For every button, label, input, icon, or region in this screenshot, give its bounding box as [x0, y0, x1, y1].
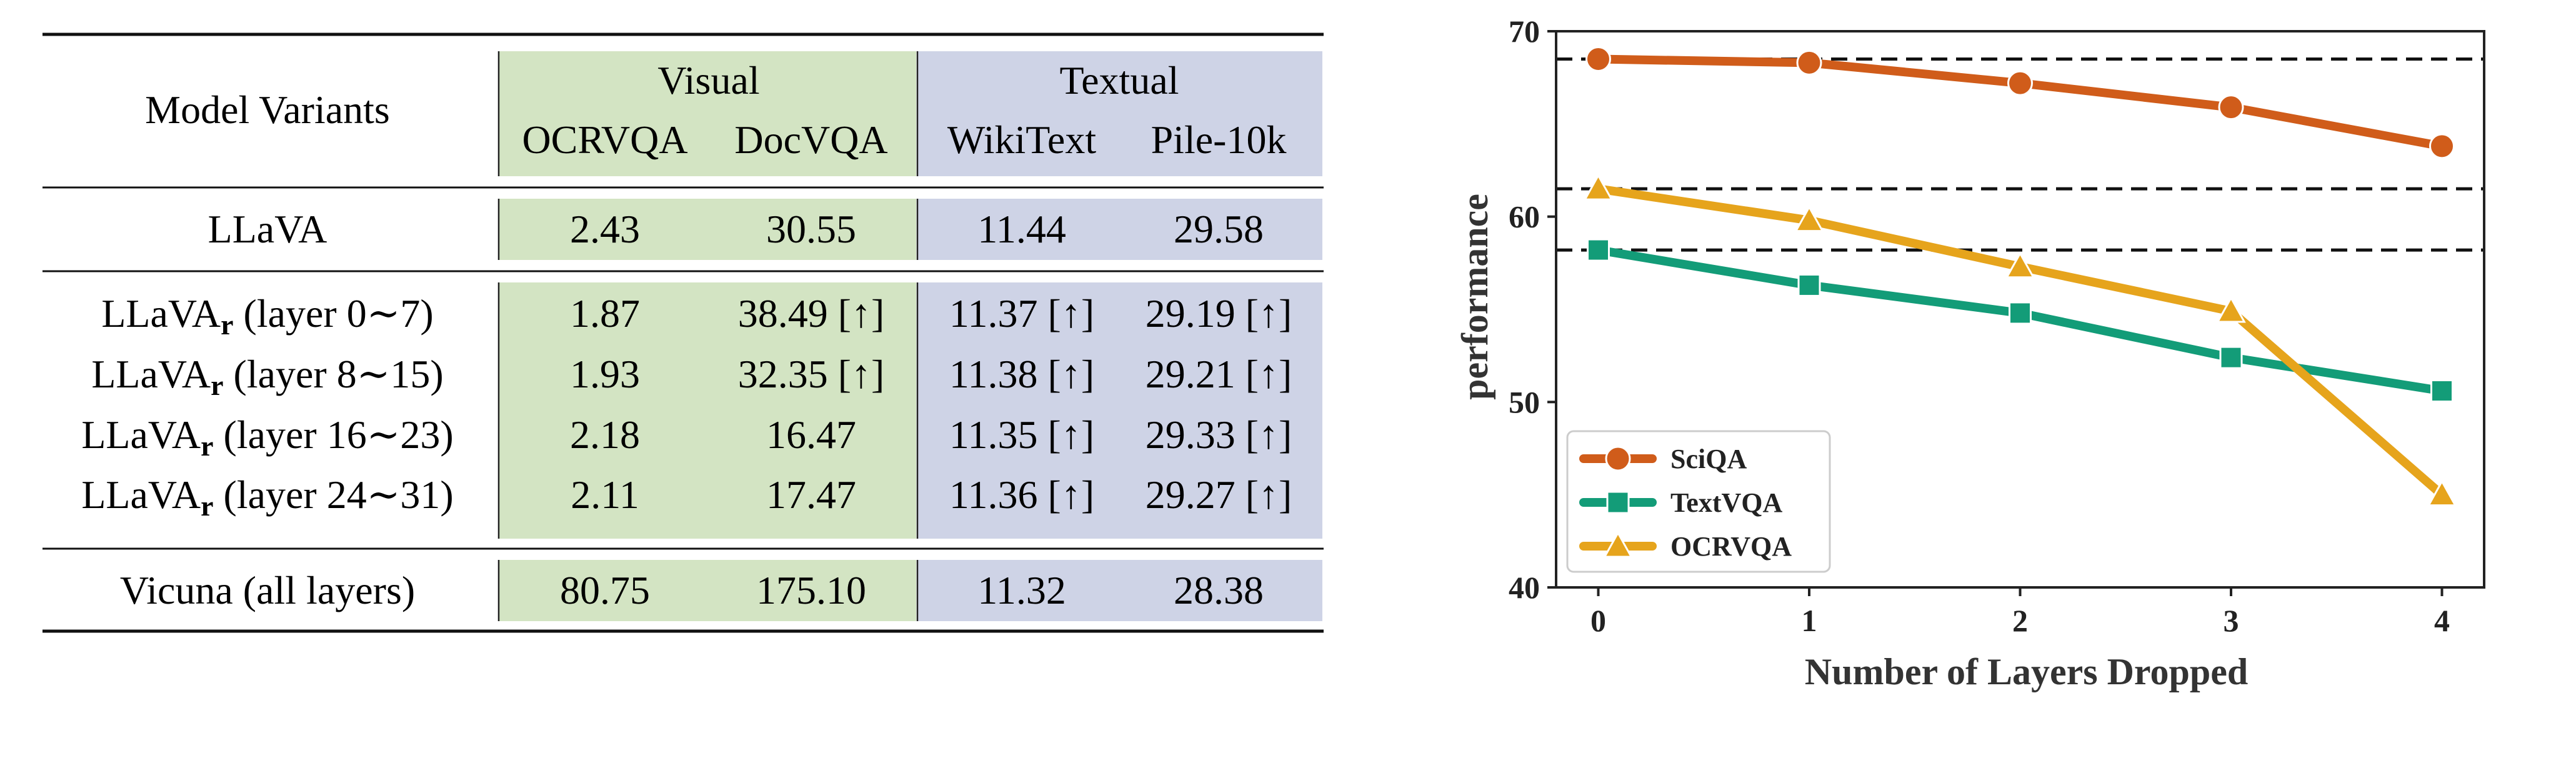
table-cell: 29.33 [↑]: [1146, 412, 1292, 457]
table-cell: 11.35 [↑]: [949, 412, 1094, 457]
row-label-name: LLaVA: [81, 412, 201, 457]
table-cell: 175.10: [756, 568, 866, 612]
data-point-textvqa: [2430, 379, 2454, 403]
row-label-subscript: r: [201, 490, 213, 522]
data-point-textvqa: [2009, 301, 2032, 325]
y-tick-label: 70: [1509, 14, 1540, 49]
textual-shade-block: [917, 282, 1322, 539]
header-column-pile-10k: Pile-10k: [1151, 117, 1287, 162]
visual-shade-block: [499, 199, 916, 260]
x-tick-label: 3: [2224, 603, 2239, 638]
row-label-suffix: (layer 24∼31): [214, 472, 454, 517]
table-cell: 28.38: [1174, 568, 1264, 612]
data-point-textvqa: [1797, 273, 1821, 297]
row-label-name: LLaVA: [91, 352, 211, 396]
row-label-name: Vicuna (all layers): [120, 568, 415, 612]
y-axis-label: performance: [1454, 194, 1495, 400]
header-column-ocrvqa: OCRVQA: [522, 117, 687, 162]
data-point-ocrvqa: [2216, 296, 2246, 323]
results-table-graphic: Model Variants Visual Textual OCRVQA DocVQA W…: [42, 32, 1324, 633]
y-tick-label: 40: [1509, 570, 1540, 605]
table-cell: 2.11: [571, 472, 639, 517]
table-cell: 11.36 [↑]: [949, 472, 1094, 517]
table-cell: 17.47: [766, 472, 856, 517]
textual-shade-block: [917, 51, 1322, 176]
visual-shade-block: [499, 51, 916, 176]
data-point-ocrvqa: [2427, 479, 2457, 507]
table-cell: 11.37 [↑]: [949, 291, 1094, 336]
table-cell: 29.27 [↑]: [1146, 472, 1292, 517]
data-point-sciqa: [2429, 133, 2455, 159]
table-cell: 11.32: [977, 568, 1066, 612]
x-axis-label: Number of Layers Dropped: [1805, 651, 2248, 692]
table-cell: 30.55: [766, 207, 856, 251]
legend-label-textvqa: TextVQA: [1670, 487, 1782, 518]
x-tick-label: 0: [1590, 603, 1606, 638]
x-tick-label: 4: [2434, 603, 2450, 638]
visual-shade-block: [499, 282, 916, 539]
legend-label-sciqa: SciQA: [1670, 444, 1747, 474]
table-cell: 11.38 [↑]: [949, 352, 1094, 396]
data-point-sciqa: [2007, 70, 2033, 96]
row-label: LLaVAr (layer 24∼31): [81, 472, 453, 522]
table-cell: 1.87: [570, 291, 640, 336]
table-cell: 29.19 [↑]: [1146, 291, 1292, 336]
x-tick-label: 2: [2012, 603, 2028, 638]
row-label-name: LLaVA: [208, 207, 327, 251]
legend-marker: [1605, 446, 1631, 472]
table-cell: 11.44: [977, 207, 1066, 251]
y-tick-label: 60: [1509, 199, 1540, 234]
row-label: LLaVAr (layer 0∼7): [101, 291, 433, 341]
row-label-suffix: (layer 16∼23): [214, 412, 454, 457]
data-point-ocrvqa: [1794, 205, 1824, 232]
table-cell: 29.58: [1174, 207, 1264, 251]
table-cell: 2.43: [570, 207, 640, 251]
performance-line-chart: 40 50 60 70 0 1 2 3 4 Number of Layers Dropped per…: [1454, 14, 2485, 692]
visual-shade-block: [499, 560, 916, 621]
header-group-visual: Visual: [657, 58, 759, 102]
x-tick-label: 1: [1802, 603, 1817, 638]
data-point-sciqa: [1796, 49, 1822, 76]
table-cell: 16.47: [766, 412, 856, 457]
row-label: LLaVAr (layer 16∼23): [81, 412, 453, 462]
legend-label-ocrvqa: OCRVQA: [1670, 531, 1792, 562]
header-group-textual: Textual: [1060, 58, 1179, 102]
data-point-sciqa: [2218, 94, 2244, 121]
row-label-subscript: r: [211, 369, 223, 401]
row-label: Vicuna (all layers): [120, 568, 415, 612]
header-model-variants: Model Variants: [145, 87, 390, 132]
row-label-name: LLaVA: [81, 472, 201, 517]
header-column-wikitext: WikiText: [947, 117, 1096, 162]
row-label-suffix: (layer 8∼15): [224, 352, 444, 396]
table-cell: 29.21 [↑]: [1146, 352, 1292, 396]
legend-box: [1566, 430, 1831, 573]
data-point-textvqa: [2219, 346, 2243, 369]
results-table: Model Variants Visual Textual OCRVQA DocVQA W…: [42, 25, 1324, 637]
textual-shade-block: [917, 199, 1322, 260]
row-label: LLaVAr (layer 8∼15): [91, 352, 443, 401]
row-label-subscript: r: [221, 309, 233, 341]
legend-marker: [1606, 491, 1630, 514]
header-column-docvqa: DocVQA: [734, 117, 887, 162]
textual-shade-block: [917, 560, 1322, 621]
data-point-ocrvqa: [2005, 251, 2035, 279]
performance-chart: 40 50 60 70 0 1 2 3 4 Number of Layers Dropped per…: [1437, 0, 2537, 760]
table-cell: 1.93: [570, 352, 640, 396]
data-point-sciqa: [1585, 46, 1611, 72]
row-label: LLaVA: [208, 207, 327, 251]
legend-marker: [1603, 531, 1633, 558]
row-label-name: LLaVA: [101, 291, 221, 336]
table-cell: 32.35 [↑]: [738, 352, 885, 396]
data-point-ocrvqa: [1583, 173, 1614, 201]
row-label-subscript: r: [201, 430, 213, 462]
data-point-textvqa: [1587, 238, 1610, 262]
y-tick-label: 50: [1509, 384, 1540, 419]
table-cell: 2.18: [570, 412, 640, 457]
row-label-suffix: (layer 0∼7): [234, 291, 434, 336]
table-cell: 80.75: [560, 568, 650, 612]
table-cell: 38.49 [↑]: [738, 291, 885, 336]
